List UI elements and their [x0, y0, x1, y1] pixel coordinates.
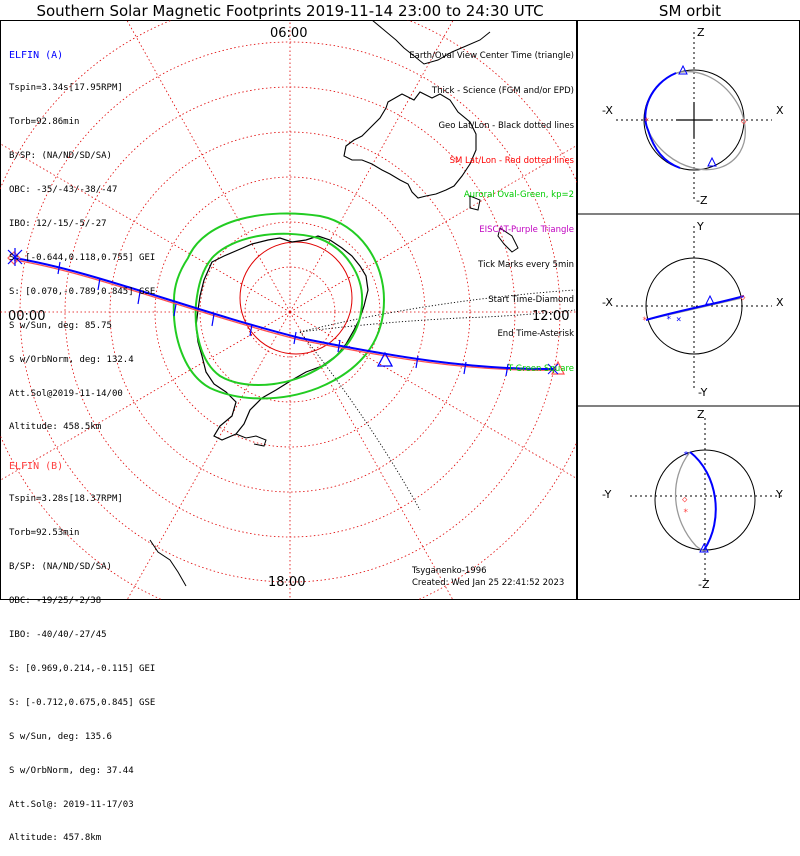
elfin-a-info: ELFIN (A) Tspin=3.34s[17.95RPM] Torb=92.…: [9, 27, 155, 445]
new-zealand-coastline: [497, 227, 519, 253]
info-line: OBC: -35/-43/-38/-47: [9, 185, 118, 196]
svg-text:*: *: [683, 508, 688, 518]
info-line: B/SP: (NA/ND/SD/SA): [9, 562, 112, 573]
tasmania-coastline: [469, 195, 481, 211]
start-diamond-marker: [7, 251, 21, 265]
panel3-top-label: Z: [697, 408, 705, 421]
sm-grid: [0, 20, 577, 600]
legend-entry: End Time-Asterisk: [497, 329, 574, 340]
info-line: Tspin=3.28s[18.37RPM]: [9, 494, 123, 505]
geo-grid: [299, 289, 576, 511]
model-credit: Tsyganenko-1996: [412, 566, 487, 576]
elfin-a-end-asterisk: [547, 363, 559, 375]
clock-label-left: 00:00: [8, 309, 46, 324]
legend-entry: EISCAT-Purple Triangle: [479, 225, 574, 236]
elfin-b-info: ELFIN (B) Tspin=3.28s[18.37RPM] Torb=92.…: [9, 438, 155, 856]
info-line: Torb=92.86min: [9, 117, 80, 128]
svg-text:*: *: [642, 316, 647, 326]
panel2-bottom-label: -Y: [698, 386, 708, 399]
panel1-bottom-label: -Z: [696, 194, 708, 207]
info-line: B/SP: (NA/ND/SD/SA): [9, 151, 112, 162]
info-line: Torb=92.53min: [9, 528, 80, 539]
southern-america-coast: [149, 539, 187, 587]
australia-coastline: [343, 91, 477, 199]
orbit-panel-xy: * * × ◇: [616, 226, 772, 390]
panel1-top-label: Z: [697, 26, 705, 39]
panel2-top-label: Y: [697, 220, 704, 233]
antarctica-coastline: [195, 235, 369, 441]
legend-entry: Tick Marks every 5min: [478, 259, 574, 270]
antarctic-peninsula: [235, 433, 267, 447]
svg-text:×: ×: [676, 315, 681, 325]
info-line: S w/OrbNorm, deg: 132.4: [9, 354, 134, 365]
info-line: OBC: -19/25/-2/38: [9, 596, 102, 607]
view-center-triangle: [376, 351, 394, 367]
plot-title: Southern Solar Magnetic Footprints 2019-…: [36, 2, 544, 20]
svg-text:*: *: [644, 117, 649, 127]
orbit-panel-yz: * ◇ *: [630, 418, 782, 582]
panel1-right-label: X: [776, 104, 784, 117]
svg-text:◇: ◇: [682, 495, 688, 505]
elfin-b-track: [13, 259, 557, 371]
land-top-edge: [371, 20, 491, 65]
clock-label-bottom: 18:00: [268, 575, 306, 590]
info-line: S w/Sun, deg: 135.6: [9, 731, 112, 742]
clock-label-top: 06:00: [270, 26, 308, 41]
panel3-left-label: -Y: [602, 488, 612, 501]
info-line: IBO: -40/40/-27/45: [9, 630, 107, 641]
auroral-oval: [172, 212, 386, 400]
orbit-panel-xz: * ◇: [616, 32, 772, 200]
svg-text:*: *: [666, 315, 671, 325]
legend-entry: Thick - Science (FGM and/or EPD): [431, 85, 574, 96]
info-line: S: [0.070,-0.789,0.845] GSE: [9, 286, 156, 297]
elfin-b-name: ELFIN (B): [9, 460, 64, 472]
info-line: S: [-0.712,0.675,0.845] GSE: [9, 697, 156, 708]
info-line: IBO: 12/-15/-5/-27: [9, 219, 107, 230]
panel2-right-label: X: [776, 296, 784, 309]
panel1-left-label: -X: [602, 104, 613, 117]
info-line: S w/OrbNorm, deg: 37.44: [9, 765, 134, 776]
svg-text:◇: ◇: [740, 293, 746, 303]
info-line: Altitude: 457.8km: [9, 833, 102, 844]
svg-text:*: *: [683, 450, 689, 461]
elfin-a-track: [13, 257, 557, 371]
panel3-right-label: Y: [776, 488, 783, 501]
clock-label-right: 12:00: [532, 309, 570, 324]
legend-entry: Start Time-Diamond: [488, 294, 574, 305]
legend-entry: Geo Lat/Lon - Black dotted lines: [438, 120, 574, 131]
legend: Earth/Oval View Center Time (triangle) T…: [409, 28, 574, 387]
info-line: S: [0.969,0.214,-0.115] GEI: [9, 663, 156, 674]
legend-entry: T-Green Square: [507, 364, 574, 375]
info-line: S: [-0.644,0.118,0.755] GEI: [9, 252, 156, 263]
track-ticks: [57, 261, 509, 377]
legend-entry: Auroral Oval-Green, kp=2: [463, 190, 574, 201]
elfin-a-name: ELFIN (A): [9, 49, 64, 61]
end-asterisk-marker: [7, 248, 23, 266]
svg-text:◇: ◇: [741, 117, 747, 127]
info-line: S w/Sun, deg: 85.75: [9, 320, 112, 331]
info-line: Tspin=3.34s[17.95RPM]: [9, 83, 123, 94]
legend-entry: Earth/Oval View Center Time (triangle): [409, 51, 574, 62]
created-timestamp: Created: Wed Jan 25 22:41:52 2023: [412, 578, 565, 588]
legend-entry: SM Lat/Lon - Red dotted lines: [449, 155, 574, 166]
panel2-left-label: -X: [602, 296, 613, 309]
info-line: Att.Sol@: 2019-11-17/03: [9, 799, 134, 810]
orbit-title: SM orbit: [658, 2, 722, 20]
info-line: Altitude: 458.5km: [9, 422, 102, 433]
info-line: Att.Sol@2019-11-14/00: [9, 388, 123, 399]
panel3-bottom-label: -Z: [698, 578, 710, 591]
